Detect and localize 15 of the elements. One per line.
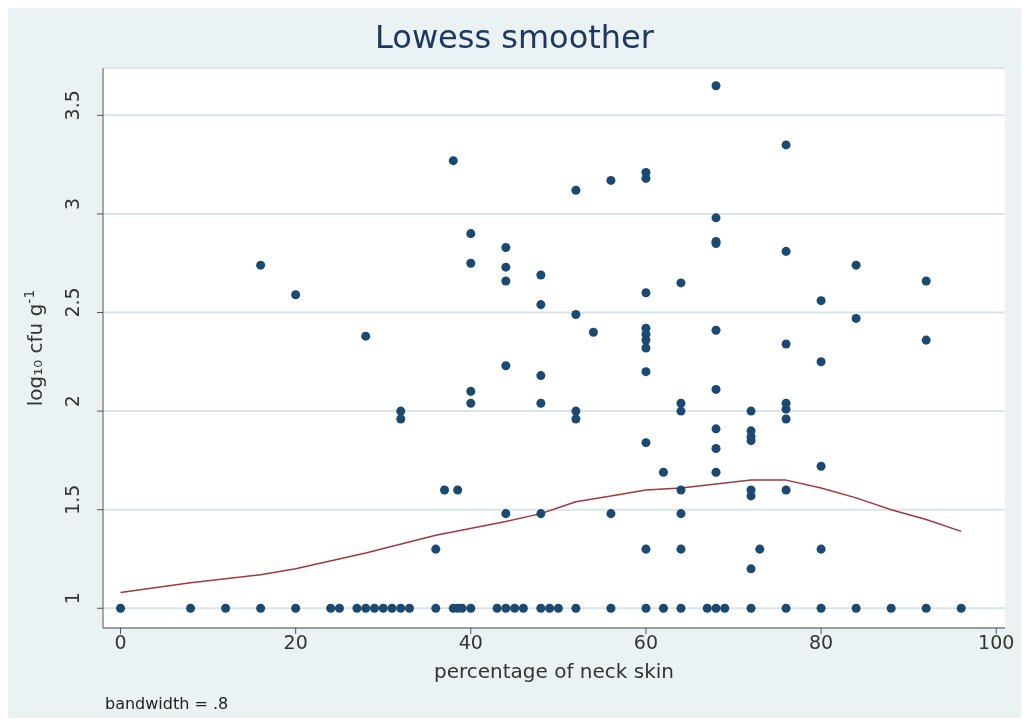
y-tick-label: 2.5: [61, 287, 83, 318]
y-tick-label: 1: [61, 592, 83, 605]
y-tick-label: 3.5: [61, 90, 83, 121]
x-tick-label: 40: [458, 631, 483, 654]
text: bandwidth = .8: [105, 694, 229, 713]
x-axis-title: percentage of neck skin: [434, 659, 674, 683]
x-tick-label: 60: [633, 631, 659, 654]
x-tick-label: 80: [809, 631, 834, 654]
x-tick-label: 20: [283, 631, 308, 654]
x-tick-label: 0: [114, 631, 127, 654]
x-tick-label: 100: [978, 631, 1015, 654]
chart-title: Lowess smoother: [374, 18, 655, 56]
y-tick-label: 3: [61, 197, 83, 210]
y-tick-label: 2: [61, 395, 83, 408]
y-tick-label: 1.5: [61, 484, 83, 515]
